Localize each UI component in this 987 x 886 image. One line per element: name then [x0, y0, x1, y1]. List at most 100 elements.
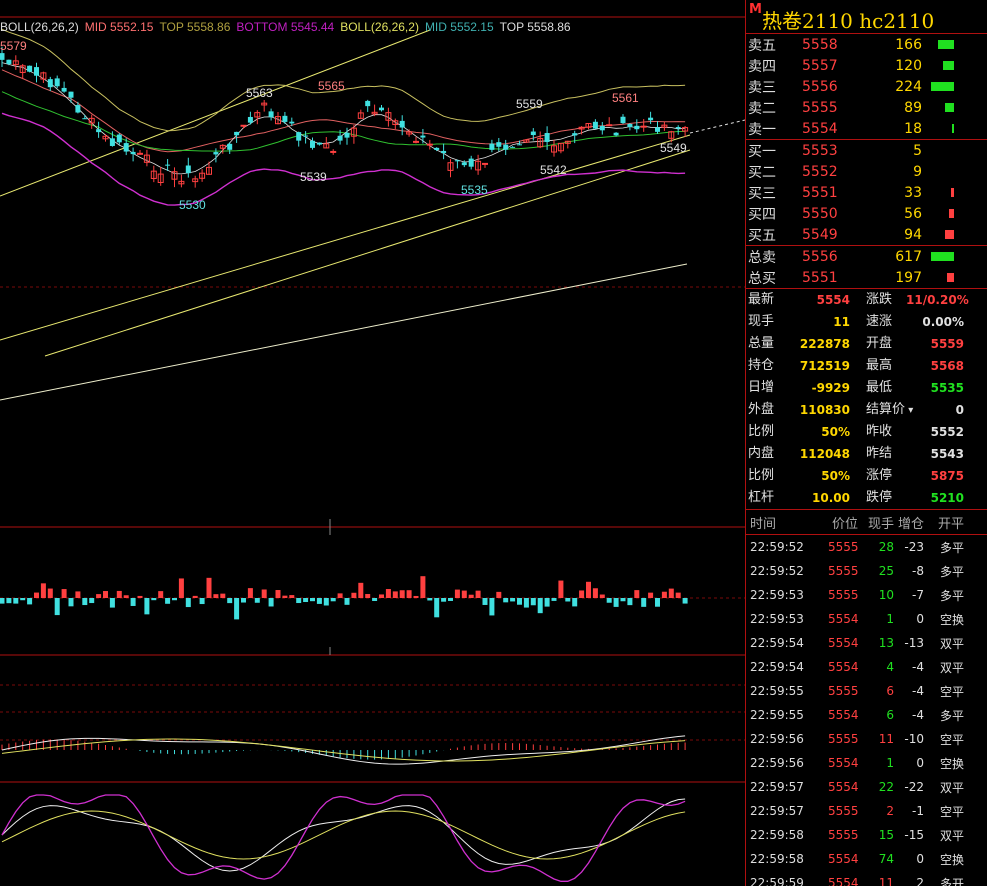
chart-area[interactable]: 5579 5563 5565 5559 5561 5530 5539 5535 5542 5549… — [0, 0, 745, 886]
volume-bar — [254, 598, 260, 603]
order-totals: 总卖 5556 617 总买 5551 197 — [746, 246, 987, 288]
candle-body — [385, 112, 392, 121]
volume-bar — [496, 591, 502, 598]
candle-body — [330, 150, 337, 153]
price-annotation: 5535 — [461, 183, 488, 197]
bids-row[interactable]: 买三 5551 33 — [746, 182, 987, 203]
asks-label: 卖一 — [748, 121, 776, 138]
tick-header-cell: 开平 — [937, 516, 964, 532]
tick-price: 5554 — [828, 708, 859, 722]
tick-oi-change: -4 — [912, 684, 924, 698]
asks-price: 5558 — [802, 36, 838, 53]
volume-bar — [275, 590, 281, 598]
volume-bar — [351, 592, 357, 598]
tick-price: 5554 — [828, 876, 859, 886]
candle-body — [185, 165, 191, 174]
volume-bar — [655, 598, 660, 607]
bids-volume: 5 — [913, 142, 922, 159]
tick-time: 22:59:58 — [750, 828, 804, 842]
kline-chart[interactable]: 5579 5563 5565 5559 5561 5530 5539 5535 5542 5549 — [0, 0, 745, 886]
volume-bar — [96, 594, 102, 598]
volume-bar — [441, 598, 447, 602]
volume-bar — [137, 595, 143, 598]
asks-volume: 120 — [895, 57, 922, 74]
candle-body — [303, 135, 309, 137]
totals-volume-bar — [931, 252, 954, 261]
stat-value: 5875 — [930, 469, 964, 483]
candle-body — [206, 166, 212, 175]
candle-body — [557, 142, 564, 152]
tick-time: 22:59:52 — [750, 564, 804, 578]
price-annotation: 5539 — [300, 170, 327, 184]
volume-bar — [289, 595, 295, 598]
asks-price: 5557 — [802, 57, 838, 74]
price-annotation: 5561 — [612, 91, 639, 105]
bids-row[interactable]: 买一 5553 5 — [746, 140, 987, 161]
stat-label: 结算价 ▾ — [866, 402, 914, 417]
asks-row[interactable]: 卖四 5557 120 — [746, 55, 987, 76]
bids-volume: 94 — [904, 226, 922, 243]
asks-row[interactable]: 卖五 5558 166 — [746, 34, 987, 55]
candle-body — [634, 125, 640, 130]
candle-body — [530, 131, 536, 136]
tick-type: 双平 — [939, 828, 964, 843]
volume-bar — [503, 598, 509, 603]
stat-value: 0.00% — [922, 315, 964, 329]
volume-bar — [648, 592, 654, 598]
candle-body — [399, 120, 405, 128]
candle-body — [517, 144, 522, 146]
volume-bar — [109, 598, 115, 608]
tick-type: 多平 — [939, 588, 964, 603]
tick-row: 22:59:58 5554 74 0 空换 — [746, 847, 987, 871]
asks-row[interactable]: 卖一 5554 18 — [746, 118, 987, 139]
volume-bar — [482, 598, 488, 605]
volume-bar — [523, 598, 529, 608]
tick-price: 5554 — [828, 612, 859, 626]
totals-volume: 617 — [895, 248, 922, 265]
tick-volume: 6 — [886, 684, 894, 698]
bids-row[interactable]: 买二 5552 9 — [746, 161, 987, 182]
stat-value: 50% — [821, 469, 850, 483]
tick-type: 双平 — [939, 636, 964, 651]
candle-body — [296, 132, 302, 141]
candle-body — [434, 147, 440, 150]
volume-bar — [54, 598, 60, 616]
stat-value: 222878 — [799, 337, 850, 351]
tick-time: 22:59:57 — [750, 804, 804, 818]
volume-bar — [220, 593, 226, 598]
candle-body — [261, 102, 268, 106]
totals-label: 总卖 — [748, 249, 776, 266]
volume-bar — [323, 598, 329, 606]
volume-bar — [468, 594, 474, 598]
tick-table[interactable]: 22:59:52 5555 28 -23 多平 22:59:52 5555 25 -8 多平 22:… — [746, 535, 987, 886]
bids-row[interactable]: 买四 5550 56 — [746, 203, 987, 224]
stat-value: 112048 — [799, 447, 850, 461]
candle-body — [365, 100, 371, 107]
totals-row[interactable]: 总卖 5556 617 — [746, 246, 987, 267]
candle-body — [420, 135, 426, 138]
candle-body — [578, 126, 585, 130]
candle-body — [475, 160, 482, 171]
stat-value: -9929 — [811, 381, 850, 395]
tick-volume: 10 — [878, 588, 894, 602]
bids-row[interactable]: 买五 5549 94 — [746, 224, 987, 245]
asks-row[interactable]: 卖三 5556 224 — [746, 76, 987, 97]
volume-bar — [172, 598, 177, 601]
stat-value: 712519 — [799, 359, 850, 373]
tick-time: 22:59:59 — [750, 876, 804, 886]
candle-body — [668, 131, 675, 139]
candle-body — [88, 117, 95, 124]
candle-body — [165, 164, 171, 166]
asks-price: 5556 — [802, 78, 838, 95]
volume-bar — [392, 591, 398, 598]
stat-label: 持仓 — [748, 358, 775, 373]
volume-bar — [544, 598, 550, 607]
tick-type: 空平 — [939, 684, 964, 699]
totals-row[interactable]: 总买 5551 197 — [746, 267, 987, 288]
tick-oi-change: 0 — [916, 852, 924, 866]
candle-body — [254, 112, 261, 118]
volume-bar — [282, 595, 288, 598]
settlement-dropdown-icon[interactable]: ▾ — [905, 405, 914, 416]
volume-bar — [537, 598, 543, 614]
asks-row[interactable]: 卖二 5555 89 — [746, 97, 987, 118]
